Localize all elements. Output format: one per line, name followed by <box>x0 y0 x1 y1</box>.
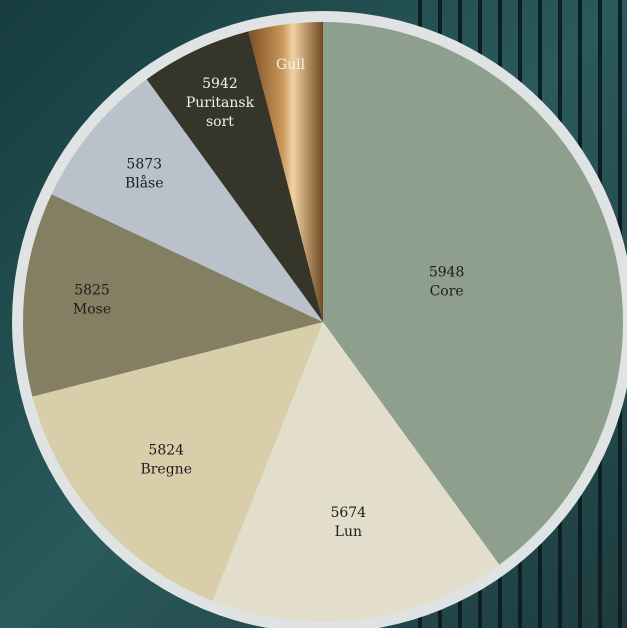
pie-slice <box>146 31 323 323</box>
slice-label: 5873 <box>126 157 162 173</box>
slice-label: Mose <box>73 302 111 318</box>
pie-slice <box>212 322 500 622</box>
pie-slice <box>323 22 623 565</box>
slice-label: 5674 <box>330 505 366 521</box>
slice-label: 5825 <box>74 283 110 299</box>
slice-label: sort <box>206 114 234 130</box>
pie-slice <box>51 79 324 323</box>
slice-label: 5824 <box>148 443 184 459</box>
slice-label: Gull <box>276 57 306 73</box>
slice-label: Core <box>430 283 464 299</box>
slice-label: Bregne <box>140 462 192 478</box>
slice-label: Puritansk <box>186 95 255 111</box>
pie: 5948 Core 5674 Lun 5824 Bregne 5825 Mose 5873 Blå… <box>23 22 623 622</box>
pie-slice <box>248 22 323 322</box>
slice-label: Blåse <box>125 175 164 192</box>
slice-label: 5942 <box>202 76 238 92</box>
pie-slice <box>23 194 324 397</box>
pie-slice <box>32 322 324 601</box>
slice-label: Lun <box>335 524 362 540</box>
slice-label: 5948 <box>429 264 465 280</box>
